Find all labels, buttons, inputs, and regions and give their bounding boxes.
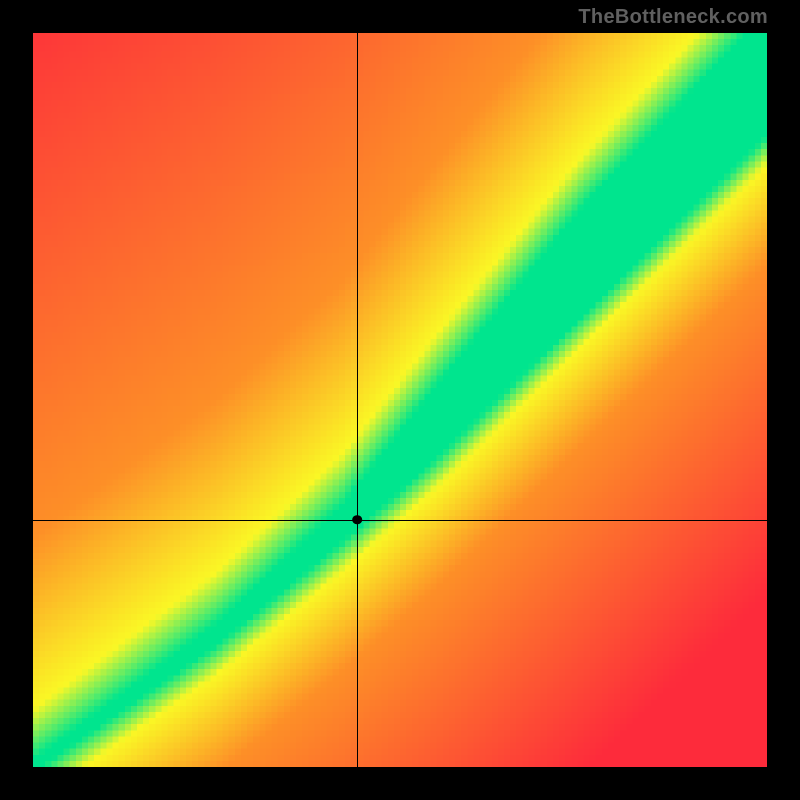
heatmap-canvas	[33, 33, 767, 767]
heatmap-plot-area	[33, 33, 767, 767]
marker-dot	[353, 515, 363, 525]
watermark-text: TheBottleneck.com	[578, 6, 768, 29]
crosshair-horizontal	[33, 520, 767, 521]
crosshair-vertical	[357, 33, 358, 767]
